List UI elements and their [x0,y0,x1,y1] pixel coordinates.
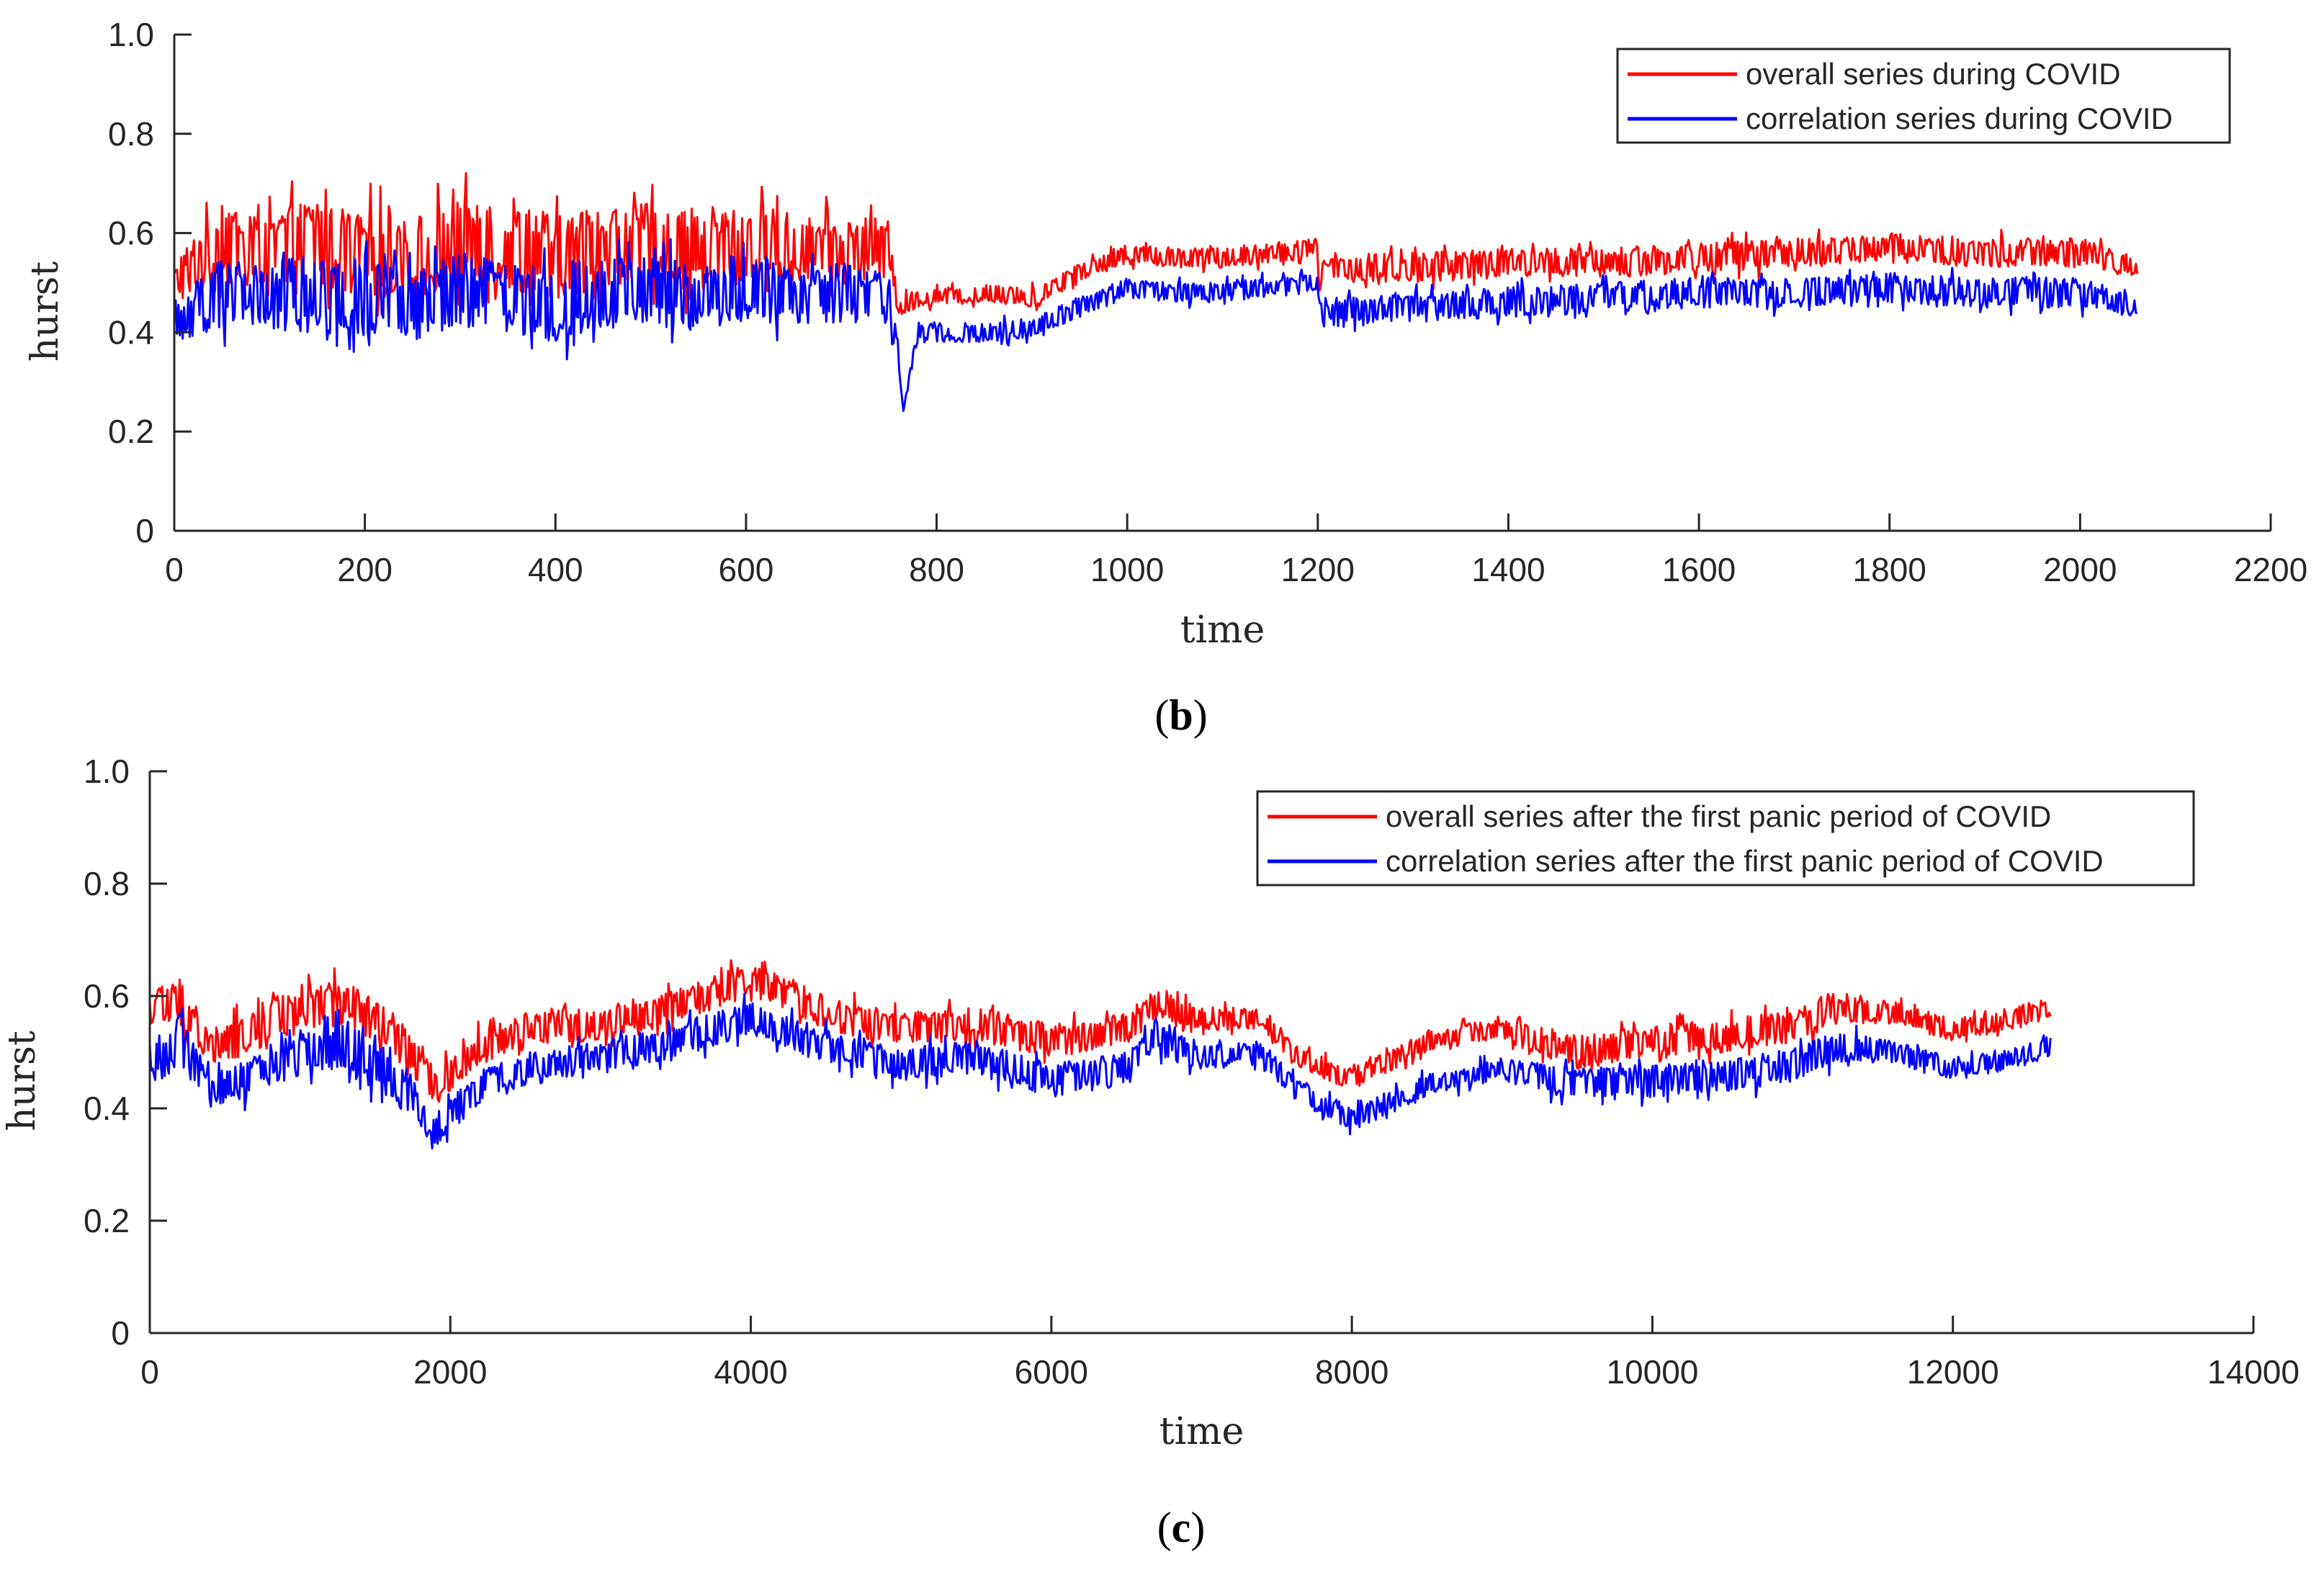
x-tick-label: 2000 [2043,551,2117,588]
y-tick-label: 0.6 [84,977,130,1015]
legend-label-overall: overall series after the first panic per… [1386,799,2051,833]
y-tick-label: 0.2 [108,413,154,450]
panel-caption: (b) [1154,691,1207,739]
x-tick-label: 2000 [413,1353,487,1391]
legend-label-correlation: correlation series during COVID [1746,102,2173,135]
y-tick-label: 0.8 [108,115,154,153]
x-tick-label: 0 [140,1353,159,1391]
y-tick-label: 0 [111,1314,130,1352]
legend: overall series during COVID correlation … [1616,48,2231,144]
chart-panel-b: 0 200 400 600 800 1000 1200 1400 1600 1800 2000 220… [24,16,2307,739]
x-tick-label: 600 [719,551,774,588]
legend-box [1256,790,2195,887]
y-axis-label: hurst [24,261,67,362]
x-tick-label: 200 [337,551,392,588]
x-tick-label: 1800 [1853,551,1926,588]
x-tick-label: 2200 [2234,551,2307,588]
y-tick-label: 0.4 [108,313,154,351]
x-tick-label: 8000 [1315,1353,1388,1391]
legend-box [1616,48,2231,144]
series-line-overall [173,171,2139,318]
x-tick-label: 6000 [1015,1353,1088,1391]
x-axis-label: time [1159,1410,1244,1453]
x-tick-label: 1400 [1471,551,1545,588]
legend-label-overall: overall series during COVID [1746,57,2121,91]
x-tick-label: 1000 [1090,551,1164,588]
legend: overall series after the first panic per… [1256,790,2195,887]
y-tick-label: 1.0 [108,16,154,53]
y-tick-label: 0.4 [84,1090,130,1127]
y-tick-label: 0.8 [84,865,130,902]
x-tick-label: 10000 [1606,1353,1698,1391]
y-axis-label: hurst [1,1031,44,1131]
x-tick-label: 14000 [2207,1353,2300,1391]
y-tick-label: 0.6 [108,215,154,252]
x-tick-label: 1600 [1662,551,1736,588]
chart-panel-c: 0 2000 4000 6000 8000 10000 12000 14000 0 0.2 0.4 0… [1,753,2300,1551]
x-tick-label: 4000 [714,1353,787,1391]
y-tick-label: 1.0 [84,753,130,790]
y-tick-label: 0 [135,512,154,549]
x-tick-label: 400 [528,551,583,588]
x-tick-label: 0 [165,551,184,588]
x-tick-label: 800 [909,551,964,588]
series-line-correlation [173,238,2138,412]
x-tick-label: 1200 [1281,551,1355,588]
series-line-overall [148,959,2052,1103]
series-line-correlation [148,992,2052,1150]
panel-caption: (c) [1157,1504,1206,1551]
x-tick-label: 12000 [1907,1353,1999,1391]
y-tick-label: 0.2 [84,1202,130,1239]
legend-label-correlation: correlation series after the first panic… [1386,844,2104,878]
x-axis-label: time [1180,609,1265,652]
